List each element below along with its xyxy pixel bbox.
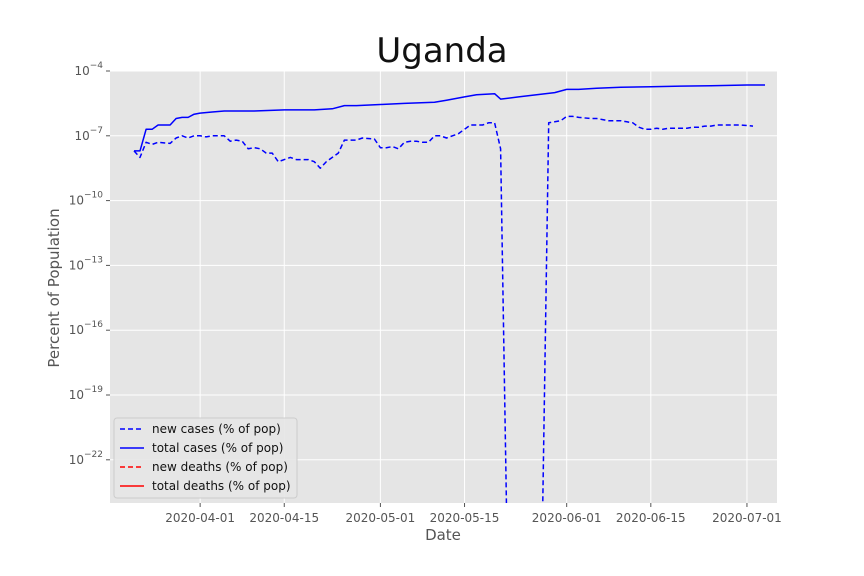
y-tick-exponent: −22 xyxy=(84,450,103,460)
y-tick-label: 10−10 xyxy=(69,191,104,208)
x-tick-label: 2020-04-01 xyxy=(165,511,235,525)
y-tick-label: 10−13 xyxy=(69,255,103,272)
y-tick-exponent: −16 xyxy=(84,320,103,330)
legend-label: new cases (% of pop) xyxy=(152,422,281,436)
y-tick-label: 10−22 xyxy=(69,450,103,467)
x-tick-label: 2020-05-15 xyxy=(430,511,500,525)
y-tick-base: 10 xyxy=(69,194,84,208)
y-tick-label: 10−16 xyxy=(69,320,104,337)
legend-label: new deaths (% of pop) xyxy=(152,460,288,474)
y-tick-label: 10−4 xyxy=(74,61,103,78)
y-axis-label: Percent of Population xyxy=(45,208,63,367)
x-tick-label: 2020-04-15 xyxy=(249,511,319,525)
y-tick-label: 10−7 xyxy=(74,126,103,143)
y-tick-exponent: −13 xyxy=(84,255,103,265)
y-tick-exponent: −19 xyxy=(84,385,103,395)
y-tick-base: 10 xyxy=(69,323,84,337)
series-layer xyxy=(133,84,765,503)
y-tick-exponent: −4 xyxy=(90,61,104,71)
y-tick-label: 10−19 xyxy=(69,385,104,402)
x-axis-label: Date xyxy=(425,526,461,544)
series-line-1 xyxy=(133,115,754,503)
y-tick-base: 10 xyxy=(69,453,84,467)
y-tick-base: 10 xyxy=(74,64,89,78)
legend: new cases (% of pop) total cases (% of po… xyxy=(113,417,298,499)
chart-title: Uganda xyxy=(376,31,507,71)
x-tick-label: 2020-05-01 xyxy=(346,511,416,525)
series-line-2 xyxy=(134,84,765,152)
legend-label: total deaths (% of pop) xyxy=(152,479,291,493)
y-tick-exponent: −10 xyxy=(84,191,103,201)
x-tick-label: 2020-07-01 xyxy=(712,511,782,525)
y-tick-base: 10 xyxy=(69,388,84,402)
x-axis-ticks: 2020-04-01 2020-04-15 2020-05-01 2020-05-15… xyxy=(165,503,782,525)
y-tick-base: 10 xyxy=(69,258,84,272)
x-tick-label: 2020-06-01 xyxy=(532,511,602,525)
y-tick-base: 10 xyxy=(74,129,89,143)
legend-box xyxy=(113,417,298,499)
y-tick-exponent: −7 xyxy=(90,126,103,136)
legend-label: total cases (% of pop) xyxy=(152,441,283,455)
x-tick-label: 2020-06-15 xyxy=(616,511,686,525)
grid-lines xyxy=(110,70,777,503)
